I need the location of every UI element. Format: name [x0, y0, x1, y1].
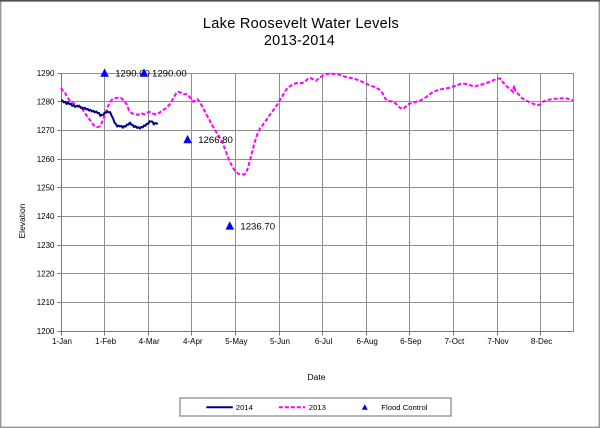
svg-text:1266.80: 1266.80 — [198, 135, 233, 146]
svg-text:6-Aug: 6-Aug — [357, 337, 378, 346]
svg-text:1290.00: 1290.00 — [152, 69, 187, 80]
svg-text:1290.00: 1290.00 — [115, 69, 150, 80]
svg-text:8-Dec: 8-Dec — [531, 337, 552, 346]
svg-text:1250: 1250 — [37, 184, 55, 193]
svg-text:Date: Date — [308, 372, 326, 382]
svg-text:1280: 1280 — [37, 98, 55, 107]
svg-text:1230: 1230 — [37, 241, 55, 250]
svg-text:Flood Control: Flood Control — [381, 403, 427, 412]
svg-text:4-Mar: 4-Mar — [139, 337, 160, 346]
svg-text:6-Sep: 6-Sep — [400, 337, 422, 346]
svg-text:Elevation: Elevation — [17, 203, 27, 238]
svg-text:1260: 1260 — [37, 155, 55, 164]
svg-text:7-Nov: 7-Nov — [487, 337, 508, 346]
svg-text:1220: 1220 — [37, 270, 55, 279]
svg-text:1236.70: 1236.70 — [240, 221, 275, 232]
svg-text:7-Oct: 7-Oct — [445, 337, 465, 346]
svg-text:1200: 1200 — [37, 327, 55, 336]
svg-text:2014: 2014 — [236, 403, 254, 412]
svg-text:2013-2014: 2013-2014 — [264, 33, 335, 49]
svg-text:1-Feb: 1-Feb — [95, 337, 116, 346]
svg-text:1240: 1240 — [37, 212, 55, 221]
svg-text:1-Jan: 1-Jan — [52, 337, 72, 346]
svg-text:5-Jun: 5-Jun — [270, 337, 290, 346]
svg-text:6-Jul: 6-Jul — [315, 337, 333, 346]
svg-text:1270: 1270 — [37, 126, 55, 135]
svg-text:4-Apr: 4-Apr — [183, 337, 203, 346]
svg-text:Lake Roosevelt Water Levels: Lake Roosevelt Water Levels — [203, 16, 399, 32]
svg-text:2013: 2013 — [309, 403, 326, 412]
svg-text:5-May: 5-May — [225, 337, 247, 346]
svg-text:1290: 1290 — [37, 69, 55, 78]
svg-text:1210: 1210 — [37, 298, 55, 307]
